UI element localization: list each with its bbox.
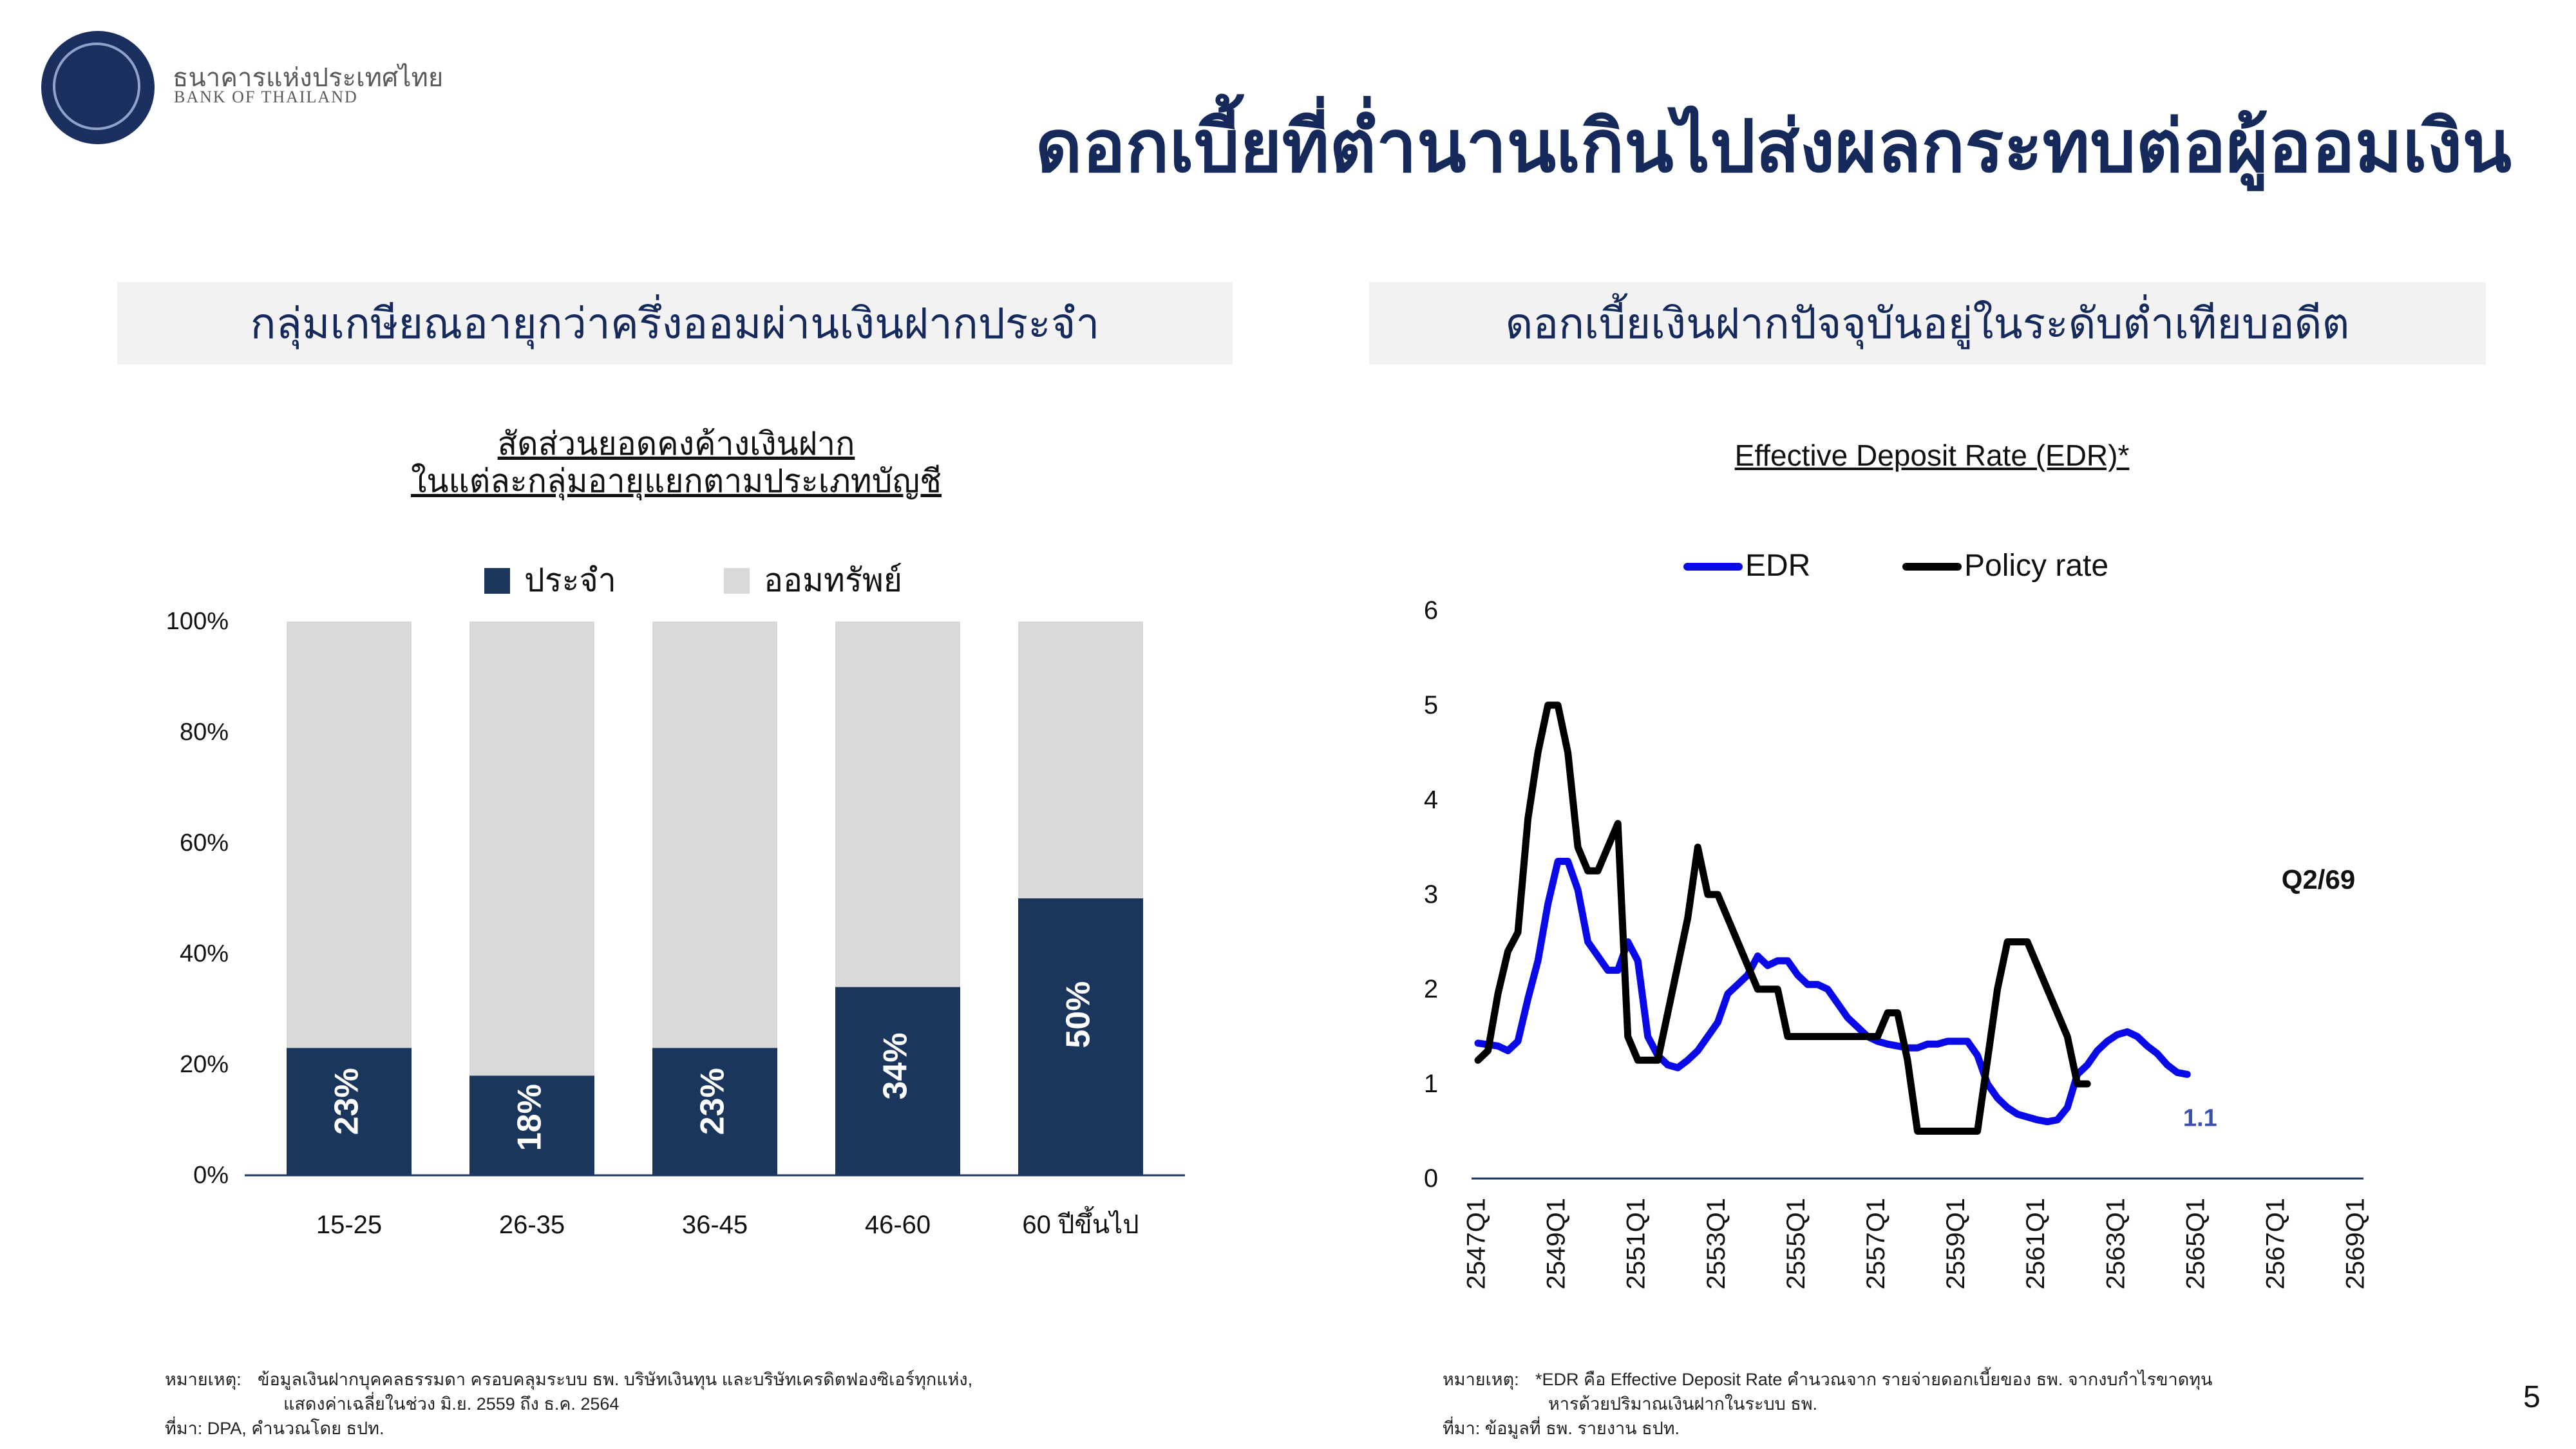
y-tick-label: 20%: [180, 1051, 229, 1078]
bar-chart-title-line2: ในแต่ละกลุ่มอายุแยกตามประเภทบัญชี: [410, 463, 942, 499]
left-note-line1: ข้อมูลเงินฝากบุคคลธรรมดา ครอบคลุมระบบ ธพ…: [258, 1370, 973, 1389]
page-number: 5: [2523, 1380, 2541, 1414]
x-tick-label: 2551Q1: [1622, 1198, 1651, 1289]
bar-fixed: [469, 1075, 594, 1175]
line-chart-x-axis: 2547Q1 2549Q1 2551Q1 2553Q1 2555Q1 2557Q1 2559…: [1463, 1198, 2370, 1289]
y-tick-label: 60%: [180, 829, 229, 857]
y-tick-label: 100%: [166, 608, 229, 635]
bar-data-label: 18%: [511, 1084, 549, 1151]
page-title: ดอกเบี้ยที่ต่ำนานเกินไปส่งผลกระทบต่อผู้อ…: [1035, 106, 2512, 187]
bar-chart-y-axis: 0% 20% 40% 60% 80% 100%: [166, 608, 229, 1189]
line-chart-annotations: Q2/69 1.1: [2183, 864, 2355, 1132]
legend-label-1: Policy rate: [1964, 549, 2108, 583]
x-tick-label: 2549Q1: [1542, 1198, 1571, 1289]
right-source: ที่มา: ข้อมูลที่ ธพ. รายงาน ธปท.: [1443, 1419, 1680, 1438]
bar-savings: [652, 621, 777, 1048]
y-tick-label: 2: [1424, 975, 1438, 1003]
x-tick-label: 2567Q1: [2261, 1198, 2289, 1289]
bar-data-label: 23%: [694, 1068, 732, 1135]
x-tick-label: 2553Q1: [1702, 1198, 1730, 1289]
x-tick-label: 26-35: [499, 1211, 565, 1239]
legend-swatch-0: [484, 568, 510, 594]
line-chart: EDR Policy rate 0 1 2 3 4 5 6 2547Q1 2549Q1 2551Q…: [1424, 549, 2370, 1289]
x-tick-label: 2547Q1: [1463, 1198, 1491, 1289]
legend-label-1: ออมทรัพย์: [764, 562, 902, 598]
annotation-last-edr: 1.1: [2183, 1104, 2217, 1132]
x-tick-label: 60 ปีขึ้นไป: [1022, 1206, 1139, 1239]
bar-chart-legend: ประจำ ออมทรัพย์: [484, 562, 902, 598]
legend-label-0: EDR: [1745, 549, 1810, 583]
legend-swatch-1: [724, 568, 750, 594]
y-tick-label: 5: [1424, 691, 1438, 719]
bar-data-label: 34%: [877, 1032, 914, 1099]
x-tick-label: 15-25: [316, 1211, 382, 1239]
bar-chart: ประจำ ออมทรัพย์ 0% 20% 40% 60% 80% 100% 23% 18%…: [166, 562, 1185, 1239]
left-note-label: หมายเหตุ:: [165, 1370, 242, 1389]
bar-savings: [287, 621, 412, 1048]
line-chart-title: Effective Deposit Rate (EDR)*: [1734, 439, 2130, 472]
left-panel-heading: กลุ่มเกษียณอายุกว่าครึ่งออมผ่านเงินฝากปร…: [117, 282, 1233, 365]
x-tick-label: 2569Q1: [2342, 1198, 2370, 1289]
annotation-q2-69: Q2/69: [2282, 864, 2355, 895]
bar-fixed: [652, 1048, 777, 1175]
y-tick-label: 1: [1424, 1070, 1438, 1098]
x-tick-label: 2561Q1: [2022, 1198, 2050, 1289]
bar-fixed: [835, 987, 960, 1175]
line-chart-series: [1474, 701, 2191, 1135]
x-tick-label: 46-60: [865, 1211, 931, 1239]
bar-fixed: [287, 1048, 412, 1175]
bar-data-label: 50%: [1060, 981, 1097, 1048]
x-tick-label: 2557Q1: [1862, 1198, 1890, 1289]
series-edr: [1474, 858, 2191, 1126]
bank-name-english: BANK OF THAILAND: [174, 88, 358, 106]
x-tick-label: 2559Q1: [1942, 1198, 1970, 1289]
x-tick-label: 2555Q1: [1782, 1198, 1810, 1289]
line-chart-legend: EDR Policy rate: [1683, 549, 2108, 583]
bar-fixed: [1018, 898, 1143, 1175]
y-tick-label: 6: [1424, 596, 1438, 625]
right-note-line1: *EDR คือ Effective Deposit Rate คำนวณจาก…: [1535, 1370, 2213, 1389]
y-tick-label: 40%: [180, 940, 229, 967]
bank-name-thai: ธนาคารแห่งประเทศไทย: [173, 63, 444, 92]
bar-chart-title-line1: สัดส่วนยอดคงค้างเงินฝาก: [497, 426, 855, 462]
x-tick-label: 2565Q1: [2181, 1198, 2210, 1289]
bar-data-label: 23%: [328, 1068, 366, 1135]
right-note-label: หมายเหตุ:: [1443, 1370, 1519, 1389]
y-tick-label: 80%: [180, 719, 229, 746]
y-tick-label: 0%: [193, 1162, 229, 1189]
series-policy-rate: [1474, 701, 2091, 1135]
bar-chart-bars: 23% 18% 23% 34% 50%: [287, 621, 1143, 1175]
left-source: ที่มา: DPA, คำนวณโดย ธปท.: [165, 1419, 384, 1438]
bar-savings: [835, 621, 960, 987]
y-tick-label: 0: [1424, 1164, 1438, 1193]
bar-savings: [1018, 621, 1143, 898]
y-tick-label: 3: [1424, 880, 1438, 909]
x-tick-label: 36-45: [682, 1211, 748, 1239]
line-chart-y-axis: 0 1 2 3 4 5 6: [1424, 596, 1438, 1193]
logo-emblem-icon: [53, 43, 140, 130]
legend-label-0: ประจำ: [524, 562, 616, 598]
right-panel-heading: ดอกเบี้ยเงินฝากปัจจุบันอยู่ในระดับต่ำเที…: [1369, 282, 2486, 365]
x-tick-label: 2563Q1: [2101, 1198, 2130, 1289]
y-tick-label: 4: [1424, 786, 1438, 814]
bar-chart-x-axis: 15-25 26-35 36-45 46-60 60 ปีขึ้นไป: [316, 1206, 1139, 1239]
bar-savings: [469, 621, 594, 1076]
right-note-line2: หารด้วยปริมาณเงินฝากในระบบ ธพ.: [1548, 1394, 1818, 1414]
bank-logo: [41, 31, 155, 144]
left-note-line2: แสดงค่าเฉลี่ยในช่วง มิ.ย. 2559 ถึง ธ.ค. …: [283, 1394, 620, 1414]
